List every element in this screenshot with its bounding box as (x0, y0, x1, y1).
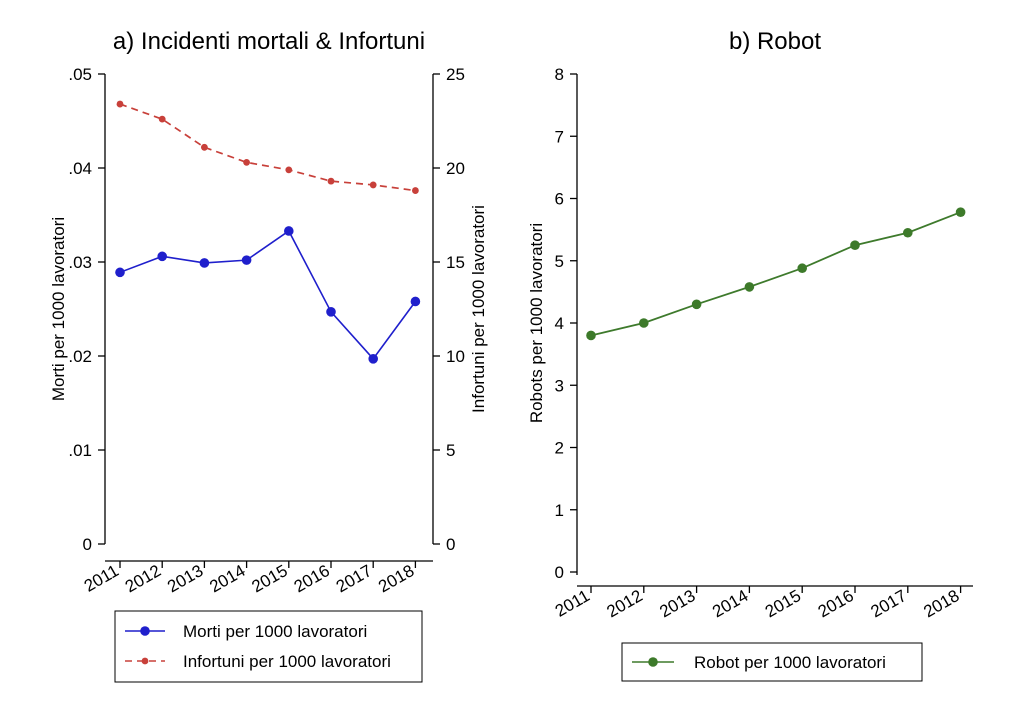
infortuni-point (369, 181, 377, 189)
panel-a-legend-morti-label: Morti per 1000 lavoratori (183, 622, 367, 641)
panel-a-right-axis-label: Infortuni per 1000 lavoratori (469, 205, 488, 413)
panel-a-x-tick-label: 2017 (333, 561, 375, 596)
panel-a-right-tick-label: 20 (446, 159, 465, 178)
panel-b-x-tick-label: 2013 (656, 586, 698, 621)
panel-b-x-tick-label: 2016 (815, 586, 857, 621)
morti-point (410, 296, 421, 307)
infortuni-point (116, 100, 124, 108)
panel-a-legend-infortuni-marker (141, 657, 149, 665)
infortuni-point (201, 143, 208, 151)
panel-a-legend-infortuni-label: Infortuni per 1000 lavoratori (183, 652, 391, 671)
panel-b-x-tick-label: 2018 (920, 586, 962, 621)
morti-point (241, 255, 252, 265)
panel-b-y-tick-label: 3 (555, 376, 564, 395)
panel-a-right-tick-label: 10 (446, 347, 465, 366)
robot-point (955, 207, 966, 217)
panel-b-x-tick-label: 2011 (552, 586, 593, 621)
panel-a-left-tick-label: .04 (68, 159, 92, 178)
panel-b-y-tick-label: 5 (555, 252, 564, 271)
panel-b-y-tick-label: 0 (555, 563, 564, 582)
panel-a-x-tick-label: 2018 (375, 561, 417, 596)
morti-point (326, 307, 336, 317)
morti-series-line (119, 229, 417, 361)
robot-point (586, 330, 596, 341)
panel-b-x-tick-label: 2012 (604, 586, 646, 621)
robot-point (639, 318, 649, 328)
panel-a-left-tick-label: .01 (68, 441, 92, 460)
robot-point (903, 227, 913, 238)
panel-b-legend-robot-label: Robot per 1000 lavoratori (694, 653, 886, 672)
panel-a-x-tick-label: 2016 (291, 561, 333, 596)
panel-b-chart: b) Robot Robots per 1000 lavoratori 0 1 2 3… (527, 28, 973, 682)
panel-b-y-tick-label: 1 (555, 501, 564, 520)
infortuni-point (327, 177, 335, 185)
panel-a-right-tick-label: 5 (446, 441, 455, 460)
panel-a-right-tick-label: 25 (446, 65, 465, 84)
panel-a-right-tick-label: 15 (446, 253, 465, 272)
panel-b-x-tick-label: 2014 (709, 586, 751, 621)
infortuni-point (158, 115, 166, 123)
panel-a-left-tick-label: .05 (68, 65, 92, 84)
morti-point (284, 226, 294, 236)
panel-a-x-tick-label: 2011 (81, 561, 122, 596)
panel-a-right-tick-label: 0 (446, 535, 455, 554)
robot-point (744, 282, 755, 292)
panel-b-y-tick-label: 6 (555, 190, 564, 209)
panel-a-chart: a) Incidenti mortali & Infortuni Morti p… (49, 28, 488, 683)
panel-b-legend-robot-marker (648, 657, 658, 667)
infortuni-point (412, 187, 419, 194)
panel-b-title: b) Robot (729, 28, 821, 55)
morti-point (199, 258, 210, 268)
panel-b-y-axis-label: Robots per 1000 lavoratori (527, 223, 546, 423)
infortuni-series-line (119, 103, 416, 192)
robot-point (850, 240, 860, 250)
panel-b-y-tick-label: 4 (555, 314, 564, 333)
morti-point (157, 251, 167, 262)
robot-point (691, 299, 702, 310)
panel-a-legend (114, 610, 423, 683)
panel-a-left-tick-label: .02 (68, 347, 92, 366)
panel-a-title: a) Incidenti mortali & Infortuni (113, 28, 425, 55)
panel-a-x-tick-label: 2014 (206, 561, 248, 596)
panel-b-x-tick-label: 2017 (868, 586, 910, 621)
panel-a-x-tick-label: 2013 (164, 561, 206, 596)
panel-a-x-tick-label: 2015 (249, 561, 291, 596)
robot-series-line (590, 211, 961, 337)
panel-b-y-tick-label: 7 (555, 127, 564, 146)
panel-b-y-tick-label: 8 (555, 65, 564, 84)
panel-b-x-tick-label: 2015 (762, 586, 804, 621)
panel-a-x-tick-label: 2012 (122, 561, 164, 596)
panel-b-y-tick-label: 2 (555, 439, 564, 458)
infortuni-point (243, 158, 251, 166)
morti-point (368, 354, 379, 364)
panel-a-legend-morti-marker (140, 626, 150, 636)
panel-a-left-tick-label: 0 (83, 535, 92, 554)
panel-a-left-tick-label: .03 (68, 253, 92, 272)
panel-a-left-axis-label: Morti per 1000 lavoratori (49, 217, 68, 401)
morti-point (115, 267, 125, 278)
infortuni-point (285, 166, 293, 174)
robot-point (797, 263, 807, 274)
